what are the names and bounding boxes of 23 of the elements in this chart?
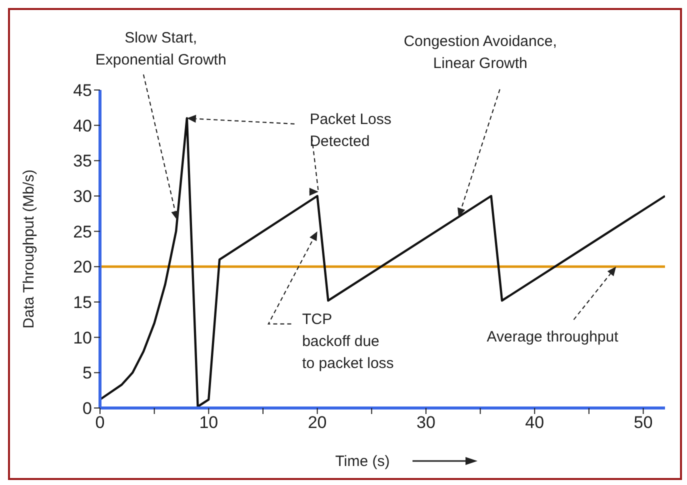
- y-tick-label: 0: [82, 399, 92, 418]
- y-tick-label: 25: [73, 222, 92, 242]
- y-tick-label: 40: [73, 116, 92, 136]
- annotation: Packet Loss Detected: [310, 110, 392, 150]
- annotation: Average throughput: [486, 328, 620, 346]
- y-tick-label: 20: [73, 258, 92, 277]
- x-axis-title: Time (s): [335, 453, 390, 470]
- y-tick-label: 10: [73, 328, 92, 348]
- annotation: Slow Start, Exponential Growth: [95, 30, 226, 69]
- annotation: Congestion Avoidance, Linear Growth: [404, 33, 557, 72]
- x-tick-label: 20: [308, 413, 327, 432]
- x-tick-label: 10: [199, 413, 218, 432]
- x-tick-label: 50: [634, 413, 653, 432]
- y-tick-label: 30: [73, 187, 92, 206]
- y-tick-label: 5: [82, 364, 92, 383]
- x-tick-label: 30: [416, 413, 436, 432]
- y-tick-label: 15: [73, 293, 92, 312]
- y-axis-title: Data Throughput (Mb/s): [20, 170, 38, 328]
- annotation: TCP backoff due to packet loss: [302, 310, 394, 372]
- y-tick-label: 35: [73, 152, 92, 171]
- x-tick-label: 0: [95, 413, 105, 432]
- y-tick-label: 45: [73, 81, 92, 100]
- x-tick-label: 40: [525, 413, 544, 432]
